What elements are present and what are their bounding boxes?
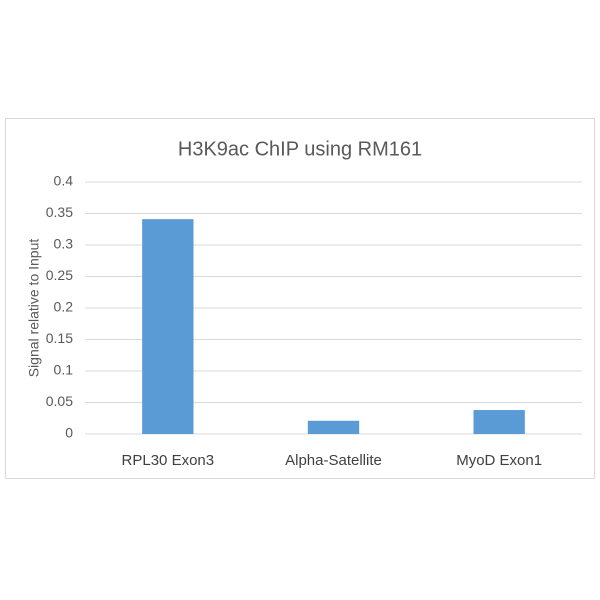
y-tick-label: 0: [65, 425, 73, 441]
bar: [142, 219, 194, 434]
y-tick-label: 0.35: [46, 204, 73, 220]
y-tick-label: 0.4: [54, 173, 74, 189]
y-axis-label: Signal relative to Input: [26, 239, 42, 378]
x-tick-label: Alpha-Satellite: [285, 452, 382, 469]
y-tick-label: 0.1: [54, 362, 74, 378]
chart-title: H3K9ac ChIP using RM161: [178, 138, 422, 160]
y-tick-label: 0.3: [54, 236, 74, 252]
y-tick-label: 0.15: [46, 330, 73, 346]
y-tick-label: 0.25: [46, 267, 73, 283]
x-tick-label: MyoD Exon1: [456, 452, 542, 469]
y-tick-label: 0.05: [46, 393, 73, 409]
bar: [473, 410, 525, 434]
y-tick-label: 0.2: [54, 299, 74, 315]
x-tick-label: RPL30 Exon3: [122, 452, 215, 469]
bar: [307, 420, 360, 434]
